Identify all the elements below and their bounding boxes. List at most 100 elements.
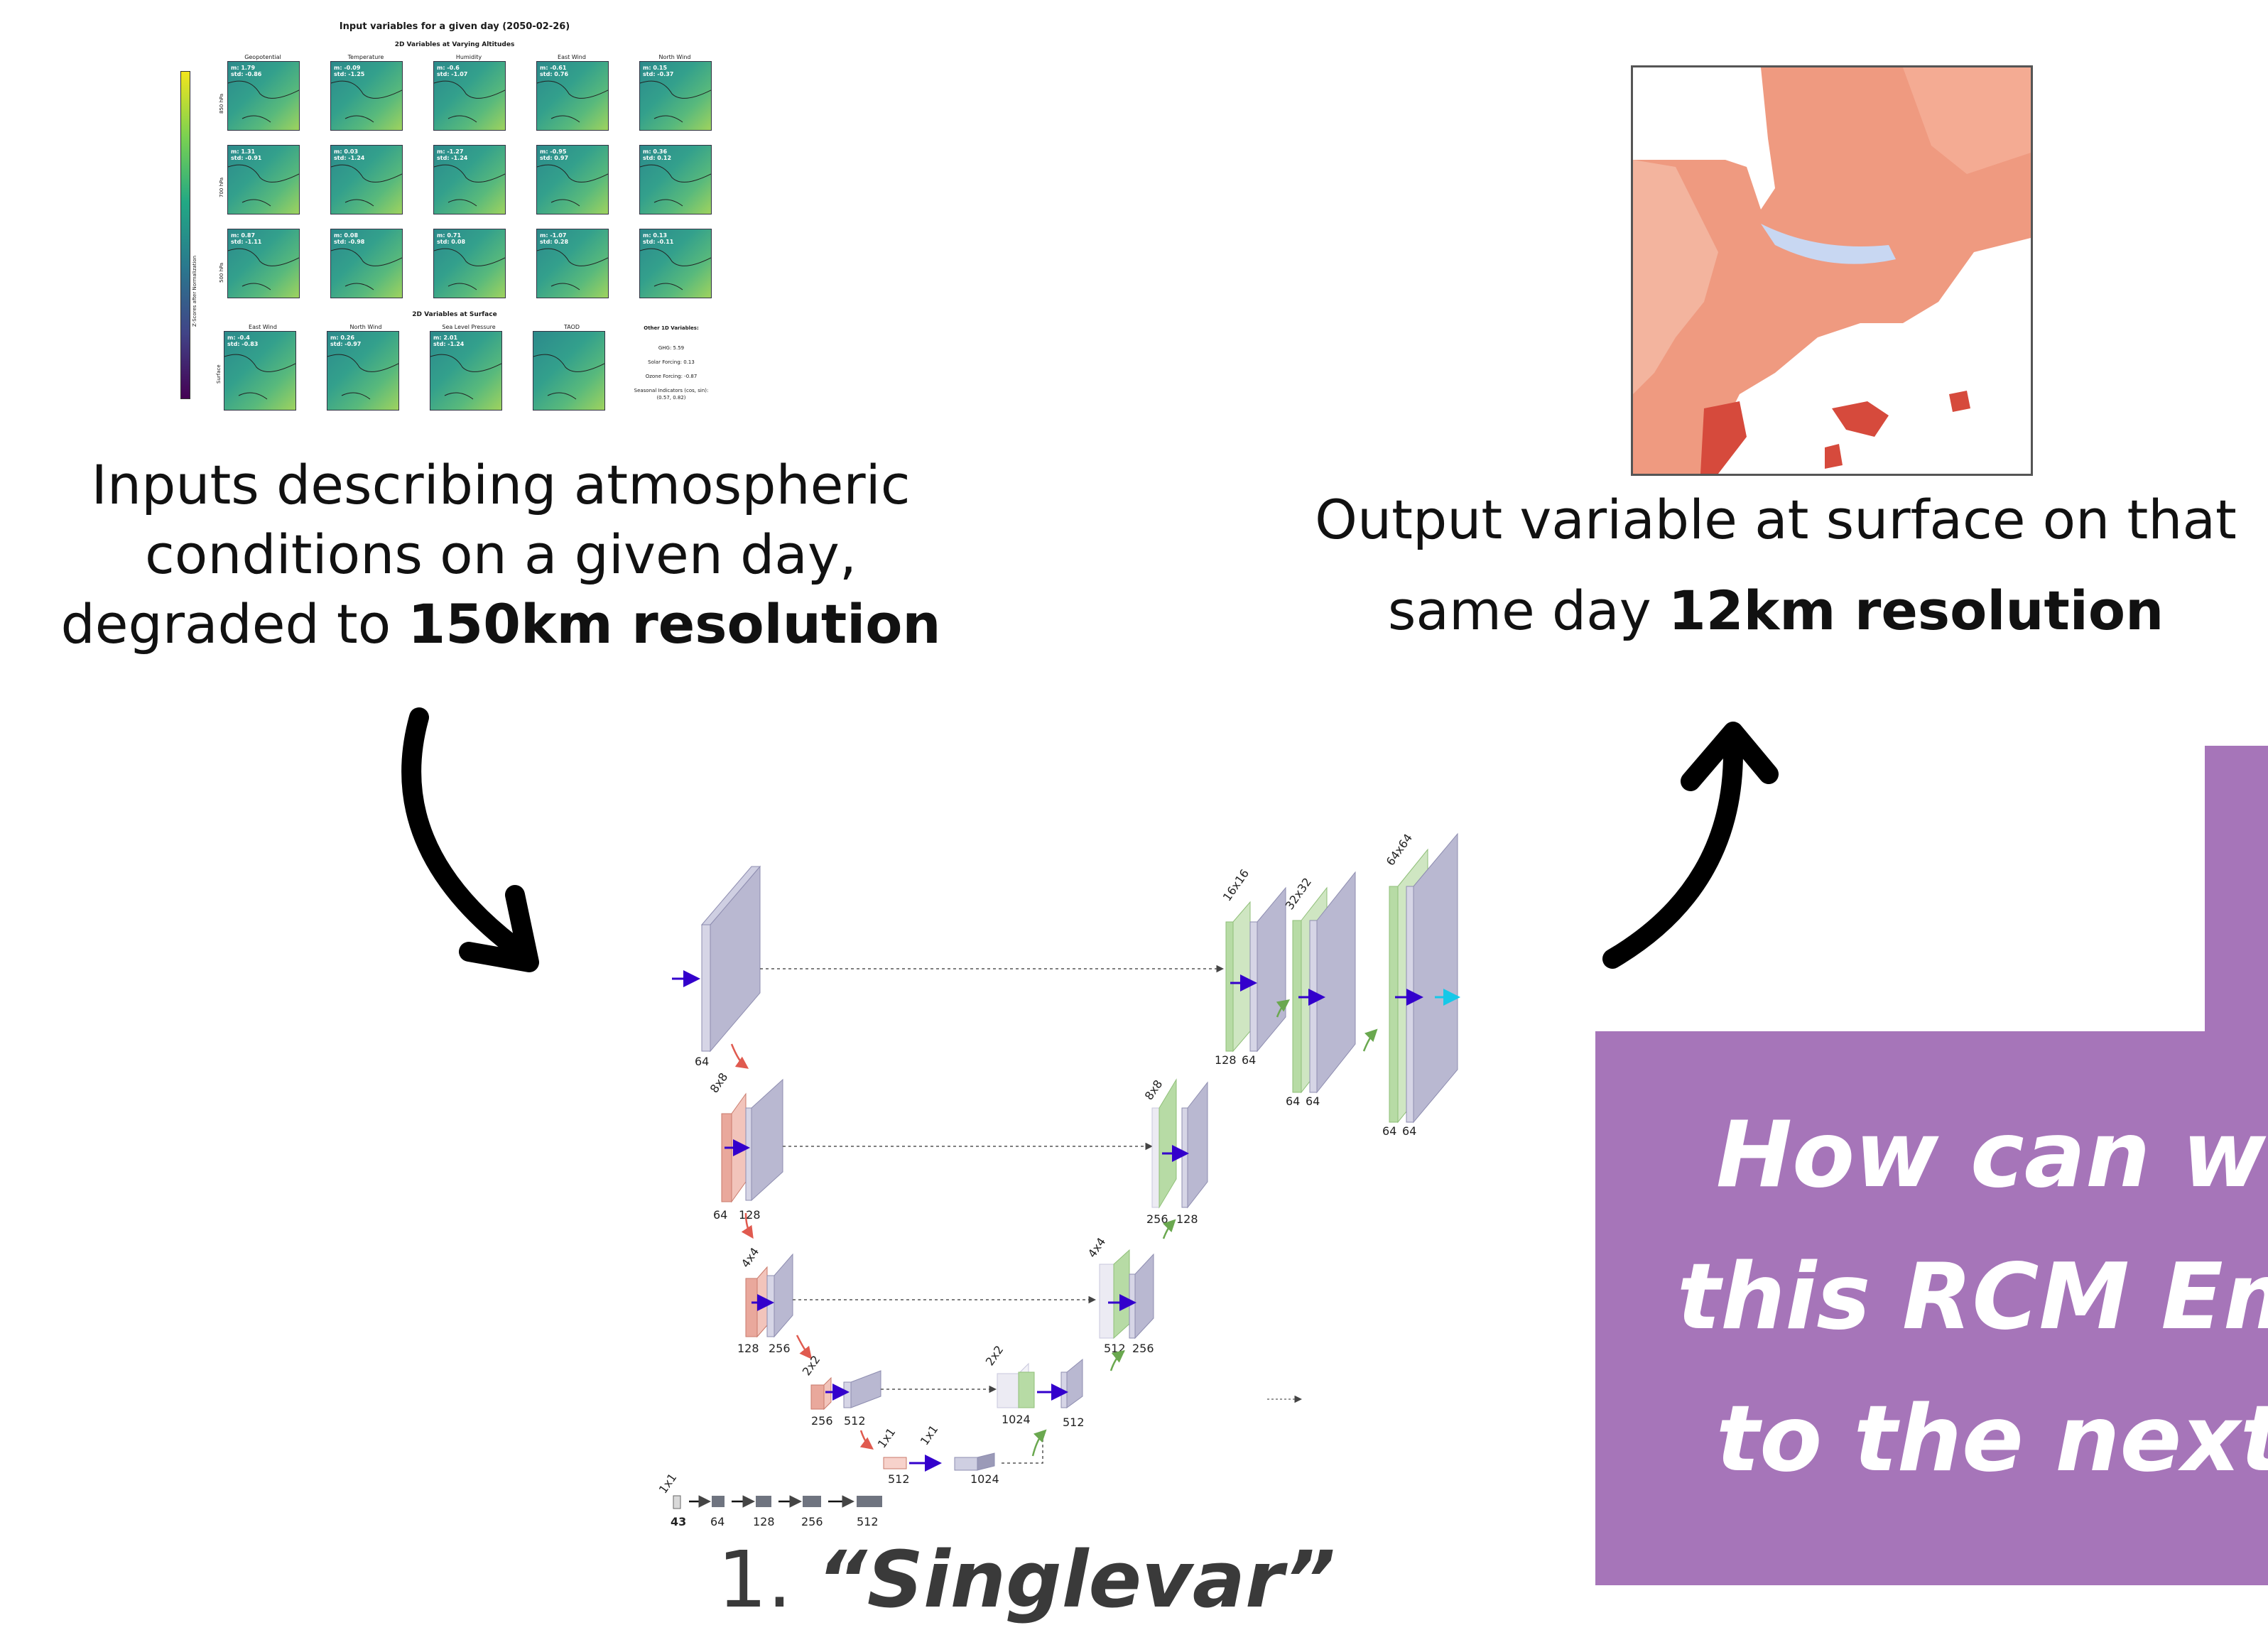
map-stat: m: 2.01 std: -1.24	[433, 335, 465, 347]
downsample-arrow	[859, 1430, 874, 1450]
channel-label: 512	[844, 1414, 866, 1428]
surface-column-label: Sea Level Pressure	[442, 324, 496, 330]
other-vars-title: Other 1D Variables:	[644, 325, 699, 331]
map-stat: m: -0.61 std: 0.76	[540, 65, 569, 77]
upsample-arrow	[1362, 1028, 1378, 1052]
upsample-arrow	[1109, 1349, 1125, 1371]
vector-label: 64	[710, 1515, 725, 1528]
variable-map: m: 0.03 std: -1.24	[330, 145, 403, 214]
variable-map: m: 0.15 std: -0.37	[639, 61, 712, 131]
channel-label: 64	[695, 1055, 709, 1068]
row-label: 500 hPa	[219, 262, 224, 283]
channel-label: 128	[737, 1342, 759, 1355]
channel-label: 64	[713, 1208, 727, 1222]
channel-label: 512	[888, 1472, 910, 1486]
map-stat: m: 1.31 std: -0.91	[231, 148, 262, 161]
downsample-arrow	[741, 1212, 754, 1239]
variable-map: m: -0.09 std: -1.25	[330, 61, 403, 131]
question-line3: to the next	[1716, 1386, 2268, 1492]
map-stat: m: 0.08 std: -0.98	[334, 232, 365, 245]
row-label: 850 hPa	[219, 93, 224, 114]
vector-label: 43	[671, 1515, 686, 1528]
other-var: Ozone Forcing: -0.87	[645, 374, 698, 379]
downsample-arrow	[730, 1043, 749, 1069]
size-label: 2x2	[800, 1353, 823, 1378]
map-stat: m: 0.13 std: -0.11	[643, 232, 674, 245]
variable-map: m: 0.13 std: -0.11	[639, 229, 712, 298]
variable-map: m: -0.95 std: 0.97	[536, 145, 609, 214]
map-stat: m: -0.6 std: -1.07	[437, 65, 468, 77]
vector-join-line	[1002, 1435, 1043, 1464]
other-var: Solar Forcing: 0.13	[648, 359, 695, 365]
input-resolution: 150km resolution	[408, 592, 941, 656]
channel-label: 256	[1146, 1212, 1168, 1226]
other-var: (0.57, 0.82)	[656, 395, 686, 401]
channel-label: 128	[739, 1208, 761, 1222]
decoder-block-b	[1389, 832, 1458, 1124]
map-stat: m: 1.79 std: -0.86	[231, 65, 262, 77]
input-arrow-icon	[401, 707, 539, 972]
surface-map: m: -0.4 std: -0.83	[224, 331, 296, 411]
map-stat: m: -0.4 std: -0.83	[227, 335, 259, 347]
surface-column-label: TAOD	[563, 324, 580, 330]
size-label: 16x16	[1220, 866, 1252, 903]
input-caption: Inputs describing atmospheric conditions…	[28, 450, 973, 659]
decoder-block-0	[1225, 886, 1286, 1053]
vector-label: 128	[753, 1515, 775, 1528]
size-label: 64x64	[1384, 831, 1415, 868]
colorbar-label: Z-Scores after Normalization	[192, 255, 197, 327]
question-box-tab	[2205, 746, 2268, 1044]
column-label: Humidity	[455, 54, 482, 60]
output-caption-line1: Output variable at surface on that	[1315, 488, 2237, 551]
encoder-block-1	[721, 1078, 783, 1203]
bottleneck-block	[883, 1452, 995, 1471]
channel-label: 1024	[1002, 1413, 1031, 1426]
row-label: 700 hPa	[219, 177, 224, 197]
surface-column-label: East Wind	[249, 324, 277, 330]
variable-map: m: 0.71 std: 0.08	[433, 229, 506, 298]
channel-label: 64	[1382, 1124, 1396, 1138]
channel-label: 64	[1242, 1053, 1256, 1067]
size-label: 1x1	[875, 1425, 899, 1450]
decoder-block-2	[1099, 1249, 1154, 1340]
vector-label: 512	[857, 1515, 879, 1528]
decoder-block-1	[1151, 1078, 1208, 1209]
model-name-label: 1. “Singlevar”	[717, 1534, 1357, 1625]
colorbar	[180, 71, 190, 399]
map-stat: m: -1.07 std: 0.28	[540, 232, 569, 245]
question-line2: this RCM Em	[1677, 1244, 2268, 1350]
encoder-block-3	[810, 1370, 881, 1411]
map-stat: m: 0.87 std: -1.11	[231, 232, 262, 245]
channel-label: 1024	[970, 1472, 999, 1486]
column-label: East Wind	[558, 54, 586, 60]
output-caption-line2-pre: same day	[1387, 579, 1669, 642]
vector-branch	[673, 1495, 882, 1509]
size-label: 2x2	[983, 1343, 1007, 1368]
map-stat: m: 0.71 std: 0.08	[437, 232, 466, 245]
surface-map	[533, 331, 605, 411]
map-stat: m: -1.27 std: -1.24	[437, 148, 468, 161]
output-arrow-icon	[1602, 722, 1779, 969]
channel-label: 256	[769, 1342, 791, 1355]
channel-label: 128	[1215, 1053, 1237, 1067]
surface-map: m: 0.26 std: -0.97	[327, 331, 399, 411]
variable-map: m: 0.36 std: 0.12	[639, 145, 712, 214]
input-caption-line3: degraded to 150km resolution	[28, 589, 973, 659]
input-variables-figure: Input variables for a given day (2050-02…	[163, 14, 746, 412]
variable-map: m: -1.27 std: -1.24	[433, 145, 506, 214]
output-resolution: 12km resolution	[1668, 579, 2164, 642]
map-stat: m: 0.36 std: 0.12	[643, 148, 672, 161]
altitudes-section-title: 2D Variables at Varying Altitudes	[394, 41, 515, 48]
variable-map: m: -1.07 std: 0.28	[536, 229, 609, 298]
model-name: “Singlevar”	[816, 1534, 1336, 1625]
surface-column-label: North Wind	[349, 324, 382, 330]
vector-size-label: 1x1	[656, 1471, 680, 1496]
map-stat: m: -0.95 std: 0.97	[540, 148, 569, 161]
unet-architecture-diagram: 64 8x8 64 128 4x4 128 256 2x2 256 512	[656, 831, 1460, 1528]
column-label: North Wind	[658, 54, 691, 60]
size-label: 1x1	[918, 1423, 941, 1447]
channel-label: 256	[1132, 1342, 1154, 1355]
input-caption-line3-pre: degraded to	[60, 592, 408, 656]
map-stat: m: 0.15 std: -0.37	[643, 65, 674, 77]
model-number: 1.	[717, 1534, 792, 1625]
